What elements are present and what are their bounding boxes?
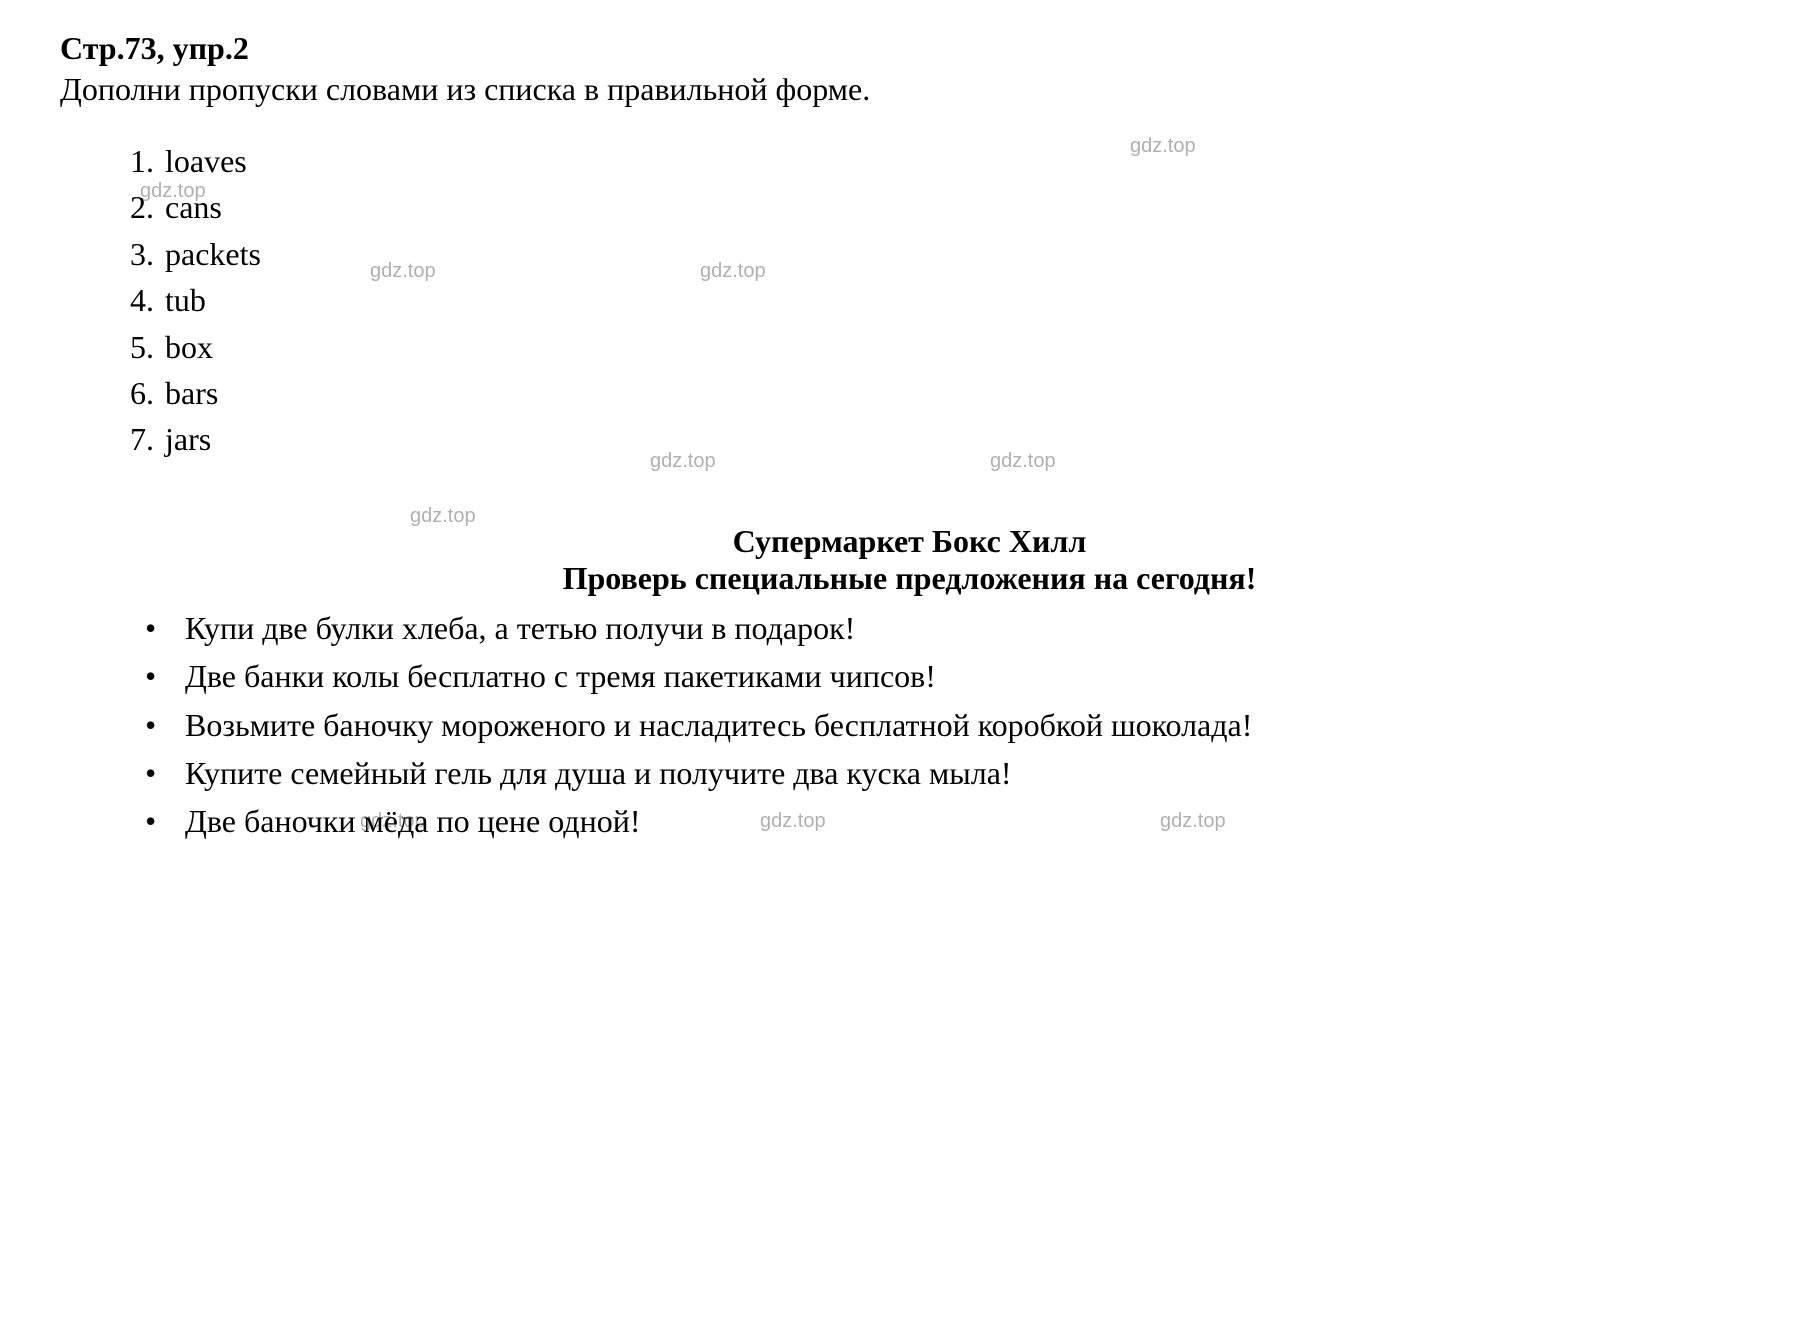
list-item: 4.tub: [130, 277, 1759, 323]
item-text: packets: [165, 236, 261, 272]
bullet-list: Купи две булки хлеба, а тетью получи в п…: [145, 605, 1719, 845]
item-number: 1.: [130, 138, 165, 184]
page-reference: Стр.73, упр.2: [60, 30, 1759, 67]
item-number: 2.: [130, 184, 165, 230]
item-number: 3.: [130, 231, 165, 277]
item-text: box: [165, 329, 213, 365]
document-root: Стр.73, упр.2 Дополни пропуски словами и…: [60, 30, 1759, 845]
list-item: 5.box: [130, 324, 1759, 370]
bullet-item: Купи две булки хлеба, а тетью получи в п…: [145, 605, 1719, 651]
item-number: 5.: [130, 324, 165, 370]
list-item: 1.loaves: [130, 138, 1759, 184]
item-text: loaves: [165, 143, 247, 179]
bullet-item: Купите семейный гель для душа и получите…: [145, 750, 1719, 796]
numbered-list: 1.loaves2.cans3.packets4.tub5.box6.bars7…: [130, 138, 1759, 463]
offers-subtitle: Проверь специальные предложения на сегод…: [60, 560, 1759, 597]
center-section: Супермаркет Бокс Хилл Проверь специальны…: [60, 523, 1759, 597]
list-item: 3.packets: [130, 231, 1759, 277]
bullet-item: Возьмите баночку мороженого и насладитес…: [145, 702, 1719, 748]
supermarket-title: Супермаркет Бокс Хилл: [60, 523, 1759, 560]
item-number: 4.: [130, 277, 165, 323]
item-text: bars: [165, 375, 218, 411]
bullet-item: Две банки колы бесплатно с тремя пакетик…: [145, 653, 1719, 699]
item-text: cans: [165, 189, 222, 225]
list-item: 6.bars: [130, 370, 1759, 416]
item-text: tub: [165, 282, 206, 318]
instruction-text: Дополни пропуски словами из списка в пра…: [60, 71, 1759, 108]
item-number: 7.: [130, 416, 165, 462]
bullet-item: Две баночки мёда по цене одной!: [145, 798, 1719, 844]
list-item: 2.cans: [130, 184, 1759, 230]
item-text: jars: [165, 421, 211, 457]
list-item: 7.jars: [130, 416, 1759, 462]
item-number: 6.: [130, 370, 165, 416]
